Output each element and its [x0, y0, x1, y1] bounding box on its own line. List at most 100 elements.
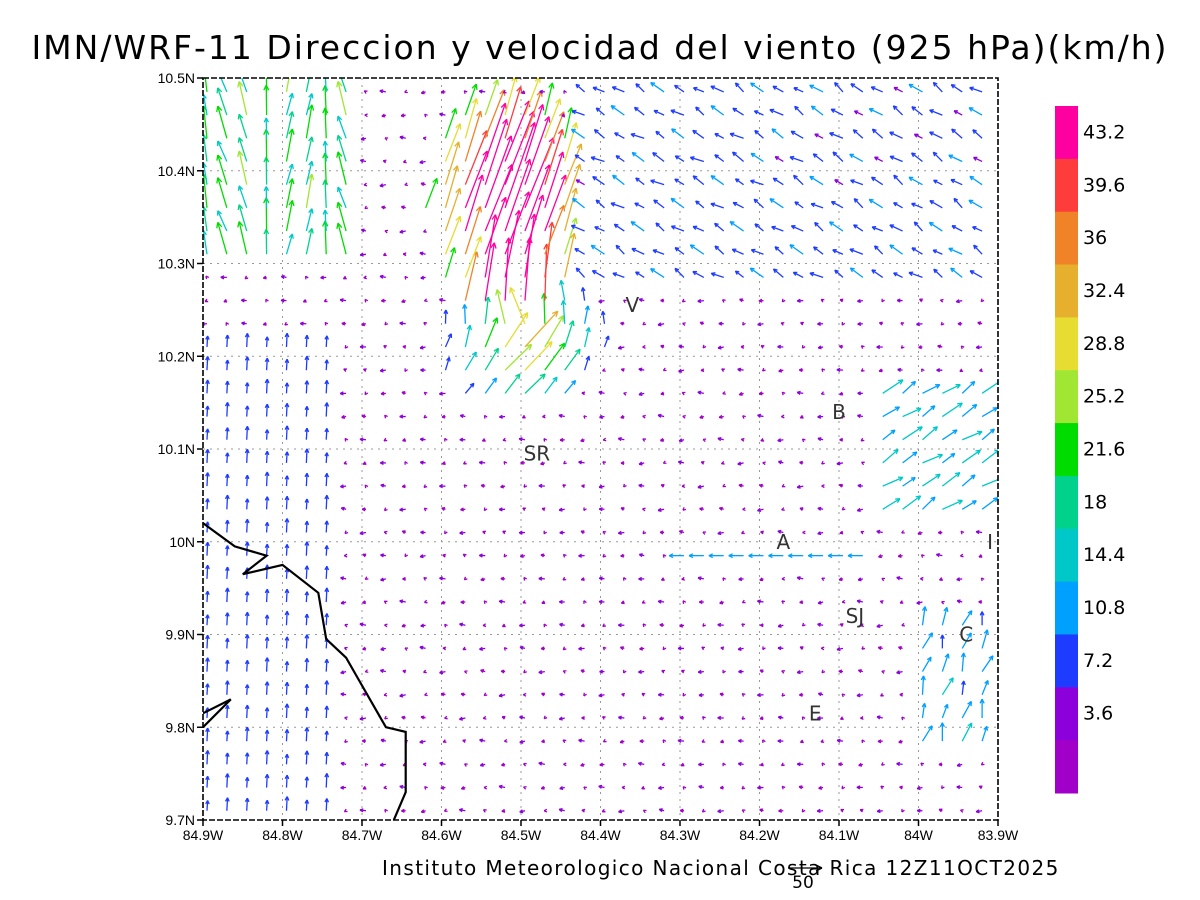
wind-arrow	[404, 182, 408, 187]
wind-arrow	[204, 298, 209, 303]
wind-arrow	[896, 298, 903, 303]
wind-arrow	[839, 623, 844, 627]
wind-arrow	[598, 299, 605, 304]
wind-arrow	[717, 622, 724, 628]
wind-arrow	[523, 576, 528, 581]
wind-arrow	[558, 413, 565, 418]
wind-arrow	[439, 670, 446, 675]
wind-arrow	[796, 298, 804, 303]
wind-arrow	[893, 174, 904, 186]
wind-arrow	[839, 530, 844, 535]
wind-arrow	[956, 599, 963, 604]
wind-arrow	[336, 81, 347, 116]
wind-arrow	[701, 646, 706, 651]
wind-arrow	[610, 202, 625, 209]
wind-arrow	[861, 646, 866, 650]
wind-arrow	[285, 199, 295, 232]
wind-arrow	[699, 414, 705, 419]
wind-arrow	[697, 669, 704, 674]
wind-arrow	[324, 494, 330, 510]
wind-arrow	[224, 587, 230, 603]
wind-arrow	[900, 322, 905, 326]
wind-arrow	[359, 344, 366, 349]
wind-arrow	[830, 200, 844, 209]
wind-arrow	[759, 762, 764, 767]
wind-arrow	[304, 472, 310, 487]
wind-arrow	[969, 270, 983, 278]
colorbar-segment	[1055, 106, 1078, 160]
wind-arrow	[660, 577, 665, 581]
wind-arrow	[203, 321, 207, 326]
wind-arrow	[504, 86, 523, 139]
wind-arrow	[544, 128, 564, 185]
wind-arrow	[662, 739, 667, 744]
wind-arrow	[817, 345, 824, 350]
wind-arrow	[343, 553, 348, 558]
wind-arrow	[911, 247, 923, 255]
wind-arrow	[501, 623, 506, 628]
wind-arrow	[524, 373, 546, 394]
wind-arrow	[769, 198, 784, 209]
wind-arrow	[304, 406, 310, 417]
wind-arrow	[920, 762, 925, 767]
wind-arrow	[861, 461, 865, 466]
wind-arrow	[578, 646, 585, 651]
wind-arrow	[264, 403, 270, 417]
wind-arrow	[753, 110, 764, 116]
wind-arrow	[796, 576, 804, 581]
colorbar-segment	[1055, 423, 1078, 477]
wind-arrow	[598, 390, 605, 395]
wind-vectors	[203, 78, 998, 814]
wind-arrow	[714, 132, 725, 139]
wind-arrow	[878, 321, 883, 326]
wind-arrow	[399, 229, 406, 234]
wind-arrow	[382, 252, 387, 257]
wind-arrow	[420, 182, 426, 187]
wind-arrow	[834, 269, 844, 278]
wind-arrow	[615, 155, 625, 163]
wind-arrow	[264, 799, 270, 811]
wind-arrow	[379, 89, 386, 94]
wind-arrow	[642, 438, 647, 442]
wind-arrow	[692, 86, 705, 93]
wind-arrow	[464, 351, 477, 371]
wind-arrow	[817, 692, 824, 697]
wind-arrow	[975, 529, 983, 535]
wind-arrow	[948, 154, 963, 163]
wind-arrow	[840, 808, 845, 813]
wind-arrow	[205, 405, 210, 417]
wind-arrow	[801, 808, 806, 813]
wind-arrow	[360, 136, 367, 141]
wind-arrow	[216, 210, 228, 232]
wind-arrow	[340, 670, 347, 675]
wind-arrow	[244, 474, 250, 487]
wind-arrow	[541, 739, 545, 744]
wind-arrow	[538, 761, 545, 766]
colorbar-segment	[1055, 317, 1078, 371]
coastline-inlet	[203, 698, 232, 728]
wind-arrow	[423, 669, 427, 674]
wind-arrow	[592, 86, 605, 93]
wind-arrow	[948, 247, 963, 255]
wind-arrow	[324, 680, 330, 695]
wind-arrow	[688, 553, 704, 559]
wind-arrow	[741, 716, 746, 720]
wind-arrow	[681, 391, 686, 396]
wind-arrow	[737, 738, 744, 744]
wind-arrow	[778, 808, 784, 813]
wind-arrow	[543, 530, 548, 535]
colorbar-segment	[1055, 687, 1078, 741]
wind-arrow	[961, 632, 972, 649]
colorbar-label: 36	[1083, 227, 1107, 249]
wind-arrow	[522, 692, 527, 697]
wind-arrow	[720, 646, 725, 651]
wind-arrow	[423, 599, 428, 604]
wind-arrow	[849, 153, 864, 163]
wind-arrow	[523, 786, 527, 790]
wind-arrow	[402, 438, 406, 442]
wind-arrow	[440, 692, 446, 697]
wind-arrow	[359, 530, 367, 536]
place-label: B	[832, 400, 846, 424]
wind-arrow	[284, 588, 290, 603]
wind-arrow	[324, 730, 329, 742]
